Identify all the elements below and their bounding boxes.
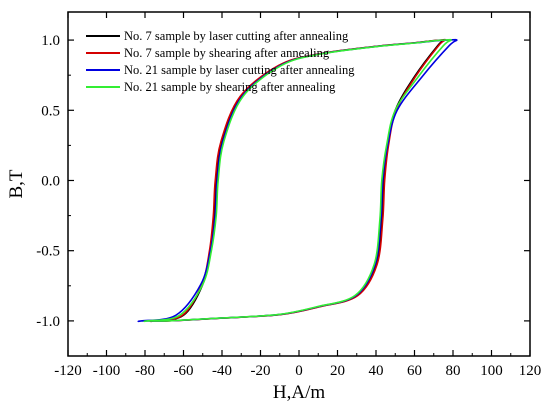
x-tick-label: 120 xyxy=(519,363,542,379)
x-tick-label: 0 xyxy=(295,363,303,379)
y-tick-label: 0.0 xyxy=(41,173,60,189)
x-tick-label: 20 xyxy=(330,363,345,379)
series-line-4 xyxy=(143,38,452,323)
x-tick-label: 40 xyxy=(369,363,384,379)
legend-label-3: No. 21 sample by laser cutting after ann… xyxy=(124,63,355,77)
x-tick-label: -100 xyxy=(93,363,121,379)
x-tick-label: 60 xyxy=(407,363,422,379)
curves-layer xyxy=(137,38,458,323)
y-axis-title: B,T xyxy=(6,169,27,198)
x-tick-label: -60 xyxy=(174,363,194,379)
legend: No. 7 sample by laser cutting after anne… xyxy=(86,29,355,94)
x-tick-label: -20 xyxy=(251,363,271,379)
y-tick-label: 0.5 xyxy=(41,103,60,119)
y-tick-label: 1.0 xyxy=(41,33,60,49)
y-tick-label: -0.5 xyxy=(36,244,60,260)
x-axis-ticks: -120 -100 -80 -60 -40 -20 0 20 40 60 80 100 120 xyxy=(54,12,541,379)
x-tick-label: -80 xyxy=(135,363,155,379)
legend-label-1: No. 7 sample by laser cutting after anne… xyxy=(124,29,349,43)
legend-label-4: No. 21 sample by shearing after annealin… xyxy=(124,80,336,94)
legend-label-2: No. 7 sample by shearing after annealing xyxy=(124,46,330,60)
x-tick-label: 80 xyxy=(446,363,461,379)
x-axis-title: H,A/m xyxy=(273,382,325,403)
y-tick-label: -1.0 xyxy=(36,314,60,330)
x-tick-label: 100 xyxy=(480,363,503,379)
x-tick-label: -40 xyxy=(212,363,232,379)
y-axis-ticks: -1.0 -0.5 0.0 0.5 1.0 xyxy=(36,33,530,330)
x-tick-label: -120 xyxy=(54,363,82,379)
